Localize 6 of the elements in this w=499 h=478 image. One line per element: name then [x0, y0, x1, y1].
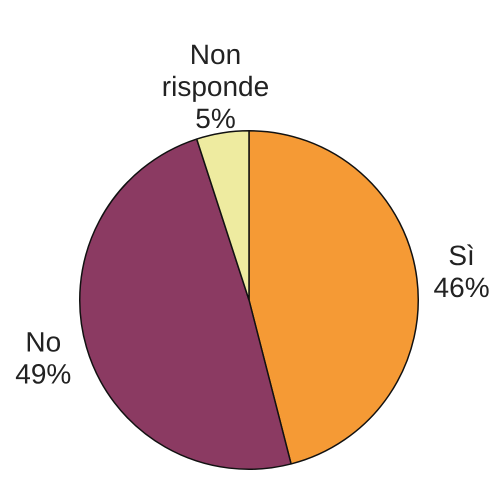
data-label: 5%: [195, 103, 236, 134]
data-label: 46%: [434, 272, 490, 303]
slice-label: Non risponde: [162, 39, 270, 102]
slice-label: Sì: [448, 240, 475, 271]
data-label: 49%: [15, 358, 72, 390]
slice-label: No: [25, 326, 62, 358]
